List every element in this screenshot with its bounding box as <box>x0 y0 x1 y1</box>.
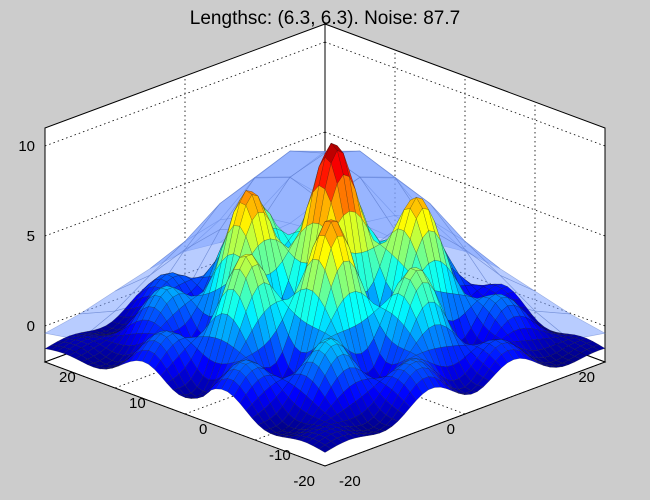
z-tick-label: 0 <box>27 318 35 335</box>
y-tick-label: 20 <box>59 369 76 386</box>
z-tick-label: 5 <box>27 228 35 245</box>
grid-line-y <box>44 361 326 467</box>
y-tick-label: -10 <box>269 447 291 464</box>
y-tick-label: 0 <box>199 421 207 438</box>
x-tick-label: 20 <box>578 369 595 386</box>
y-tick-label: -20 <box>339 473 361 490</box>
main-surface <box>44 142 606 453</box>
grid-line-x <box>324 361 606 467</box>
chart-title: Lengthsc: (6.3, 6.3). Noise: 87.7 <box>190 8 460 29</box>
z-tick-label: 10 <box>18 138 35 155</box>
y-tick-label: 10 <box>129 395 146 412</box>
surface-facet <box>318 444 332 453</box>
x-tick-label: 0 <box>447 421 455 438</box>
x-tick-label: -20 <box>293 473 315 490</box>
